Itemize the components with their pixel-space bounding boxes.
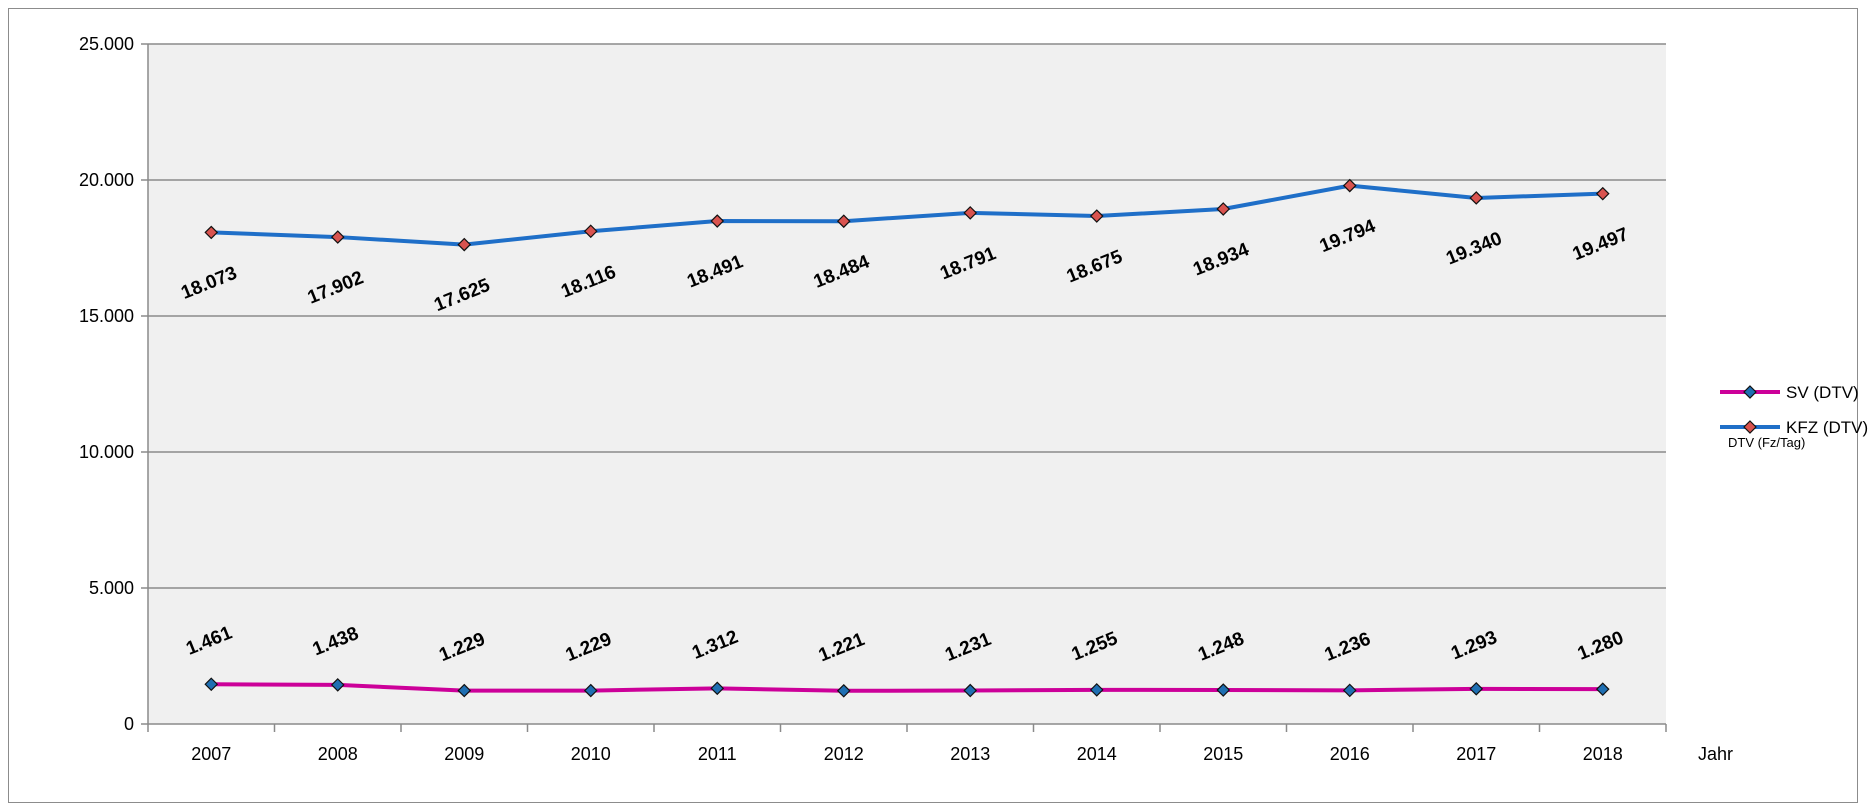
x-axis-title: Jahr (1698, 744, 1733, 764)
data-point-marker (1469, 191, 1484, 205)
unit-note: DTV (Fz/Tag) (1728, 435, 1805, 450)
axes (141, 43, 1667, 732)
data-point-marker (330, 678, 345, 692)
x-tick-label: 2014 (1077, 744, 1117, 764)
series-line (211, 183, 1603, 247)
data-point-marker (1342, 683, 1357, 698)
data-point-marker (204, 677, 219, 692)
data-point-marker (583, 683, 598, 698)
data-point-marker (1216, 683, 1231, 697)
legend-label: KFZ (DTV) (1786, 418, 1868, 437)
legend-marker (1743, 420, 1757, 434)
data-point-marker (836, 214, 851, 229)
data-point-marker (1089, 683, 1104, 697)
series-markers (204, 178, 1610, 698)
x-tick-label: 2007 (191, 744, 231, 764)
series-lines (211, 183, 1603, 693)
data-point-marker (963, 206, 978, 220)
y-tick-label: 10.000 (79, 442, 134, 462)
data-point-marker (204, 225, 219, 240)
x-tick-label: 2013 (950, 744, 990, 764)
chart-frame (8, 8, 1858, 803)
series-line (211, 682, 1603, 693)
data-point-marker (710, 214, 725, 228)
x-tick-label: 2009 (444, 744, 484, 764)
data-point-marker (1342, 178, 1357, 193)
y-tick-label: 20.000 (79, 170, 134, 190)
x-tick-label: 2016 (1330, 744, 1370, 764)
x-tick-label: 2017 (1456, 744, 1496, 764)
data-point-marker (963, 683, 978, 698)
gridlines (148, 43, 1666, 589)
x-tick-label: 2012 (824, 744, 864, 764)
data-point-marker (457, 683, 472, 698)
x-tick-label: 2015 (1203, 744, 1243, 764)
x-tick-label: 2018 (1583, 744, 1623, 764)
legend-label: SV (DTV) (1786, 383, 1859, 402)
data-point-marker (457, 237, 472, 252)
legend: SV (DTV) KFZ (DTV) (1720, 383, 1868, 437)
y-tick-labels: 0 5.000 10.000 15.000 20.000 25.000 (79, 34, 134, 734)
data-point-marker (836, 683, 851, 698)
data-point-marker (1089, 209, 1104, 223)
data-point-marker (1595, 682, 1610, 697)
data-point-marker (710, 681, 725, 696)
x-tick-label: 2011 (698, 744, 737, 764)
x-tick-labels: 2007 2008 2009 2010 2011 2012 2013 2014 2015 2016… (191, 744, 1623, 764)
plot-area (148, 44, 1666, 724)
data-point-marker (1595, 186, 1610, 201)
x-tick-label: 2010 (571, 744, 611, 764)
data-point-marker (1469, 681, 1484, 696)
data-point-marker (1216, 202, 1231, 216)
y-tick-label: 15.000 (79, 306, 134, 326)
y-tick-label: 5.000 (89, 578, 134, 598)
y-tick-label: 25.000 (79, 34, 134, 54)
x-tick-label: 2008 (318, 744, 358, 764)
data-point-marker (330, 230, 345, 244)
legend-marker (1743, 385, 1757, 399)
y-tick-label: 0 (124, 714, 134, 734)
data-point-marker (583, 224, 598, 239)
